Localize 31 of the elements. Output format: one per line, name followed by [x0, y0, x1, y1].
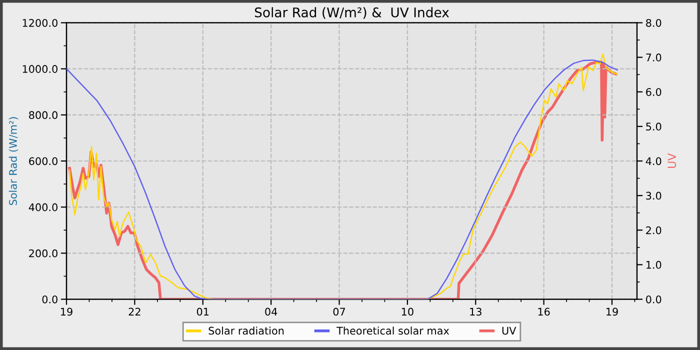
x-tick-label: 19 [606, 308, 618, 316]
y2-tick-label: 0.0 [646, 295, 662, 304]
y-tick-label: 0.0 [42, 295, 58, 304]
legend-label: UV [502, 326, 516, 335]
x-tick-label: 10 [402, 308, 414, 316]
y2-tick-label: 2.0 [646, 226, 662, 234]
x-tick-label: 07 [333, 308, 345, 316]
y2-tick-label: 6.0 [646, 88, 662, 96]
x-tick-label: 13 [470, 308, 482, 316]
y-axis-title: Solar Rad (W/m²) [8, 117, 18, 206]
x-tick-label: 19 [61, 308, 72, 316]
y-tick-label: 800.0 [29, 111, 58, 120]
legend-label: Solar radiation [208, 326, 284, 335]
y2-tick-label: 7.0 [646, 54, 662, 62]
y2-tick-label: 5.0 [646, 122, 662, 131]
y-tick-label: 200.0 [29, 249, 58, 258]
x-tick-label: 16 [538, 308, 550, 316]
x-tick-label: 04 [265, 308, 278, 316]
x-tick-label: 01 [196, 308, 209, 316]
chart-title: Solar Rad (W/m²) & UV Index [254, 7, 449, 19]
legend-label: Theoretical solar max [336, 326, 450, 335]
y-tick-label: 1000.0 [22, 65, 58, 73]
y-tick-label: 1200.0 [22, 18, 58, 27]
y2-axis-title: UV [668, 153, 676, 168]
y2-tick-label: 4.0 [646, 157, 662, 166]
y2-tick-label: 3.0 [646, 192, 662, 200]
y-tick-label: 400.0 [28, 203, 58, 212]
y2-tick-label: 8.0 [646, 18, 662, 27]
y-tick-label: 600.0 [29, 157, 58, 166]
y2-tick-label: 1.0 [646, 260, 662, 269]
x-tick-label: 22 [128, 308, 140, 316]
